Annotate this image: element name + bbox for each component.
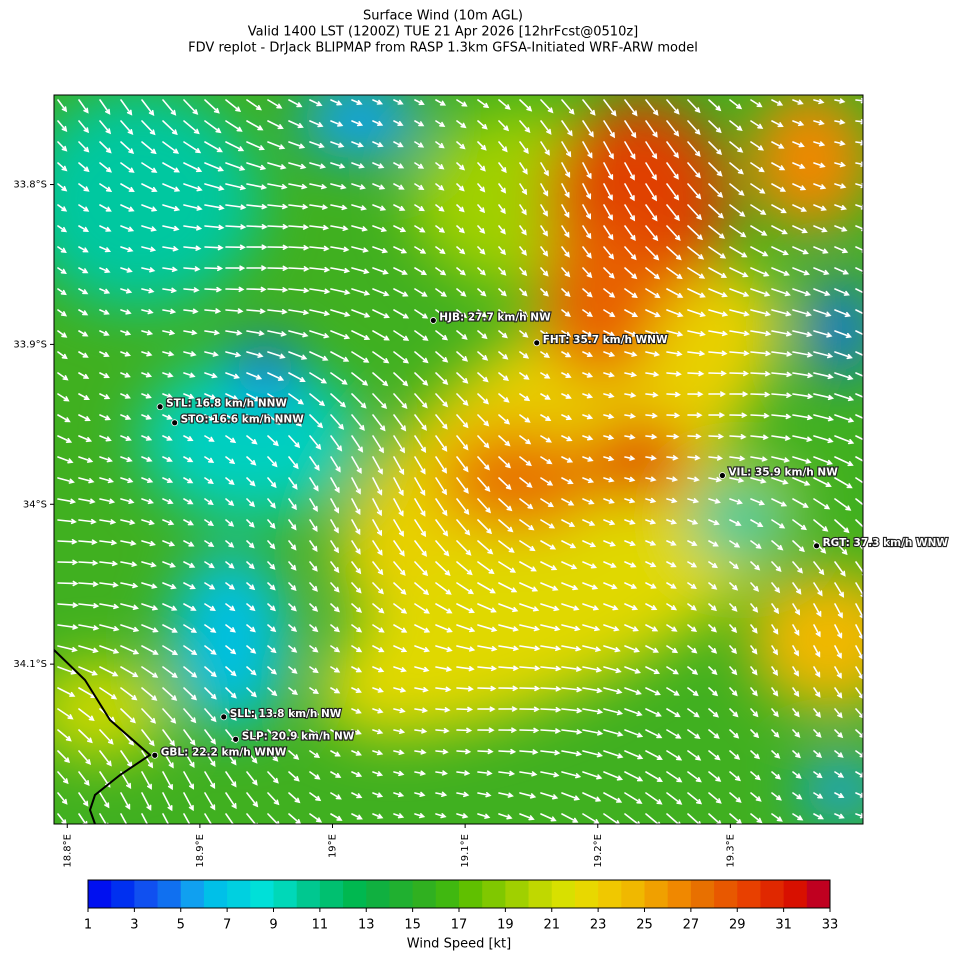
colorbar-tick-label: 23: [590, 918, 607, 933]
colorbar-tick-label: 17: [451, 918, 468, 933]
title-line: Valid 1400 LST (1200Z) TUE 21 Apr 2026 […: [248, 25, 639, 40]
station-label: FHT: 35.7 km/h WNW: [543, 334, 668, 346]
colorbar-tick-label: 19: [497, 918, 514, 933]
colorbar-swatch: [574, 880, 599, 908]
colorbar-tick-label: 11: [312, 918, 329, 933]
station-label: VIL: 35.9 km/h NW: [728, 466, 838, 478]
y-tick-label: 33.8°S: [13, 180, 47, 191]
colorbar-swatch: [296, 880, 321, 908]
arrow-field: [57, 97, 863, 824]
station: [813, 542, 820, 550]
title-line: FDV replot - DrJack BLIPMAP from RASP 1.…: [188, 41, 698, 56]
colorbar-tick-label: 7: [223, 918, 231, 933]
colorbar-tick-label: 15: [404, 918, 421, 933]
colorbar-swatch: [134, 880, 159, 908]
colorbar-swatch: [227, 880, 251, 908]
station: [533, 339, 541, 347]
colorbar-label: Wind Speed [kt]: [407, 937, 511, 952]
colorbar-swatch: [343, 880, 367, 908]
colorbar-swatch: [644, 880, 669, 908]
colorbar-swatch: [250, 880, 274, 908]
station-label: SLL: 13.8 km/h NW: [230, 708, 342, 720]
colorbar-swatch: [435, 880, 460, 908]
colorbar-swatch: [783, 880, 808, 908]
x-tick-label: 18.9°E: [195, 834, 206, 868]
y-tick-label: 34.1°S: [13, 659, 47, 670]
title-line: Surface Wind (10m AGL): [363, 9, 523, 24]
colorbar-tick-label: 33: [822, 918, 839, 933]
colorbar-swatch: [667, 880, 692, 908]
colorbar-swatch: [157, 880, 182, 908]
station-label: HJB: 27.7 km/h NW: [439, 311, 551, 323]
station: [232, 735, 240, 743]
colorbar-swatch: [690, 880, 715, 908]
colorbar-tick-label: 27: [683, 918, 700, 933]
colorbar-tick-label: 3: [130, 918, 138, 933]
x-tick-label: 19.3°E: [725, 834, 736, 868]
colorbar-swatch: [714, 880, 738, 908]
colorbar-swatch: [621, 880, 645, 908]
coastline: [54, 649, 152, 824]
colorbar-tick-label: 21: [543, 918, 560, 933]
colorbar-swatch: [806, 880, 831, 908]
colorbar-swatch: [111, 880, 135, 908]
station-label: STO: 16.6 km/h NNW: [181, 414, 305, 426]
colorbar-swatch: [319, 880, 344, 908]
colorbar: [88, 880, 831, 908]
colorbar-swatch: [737, 880, 761, 908]
station-label: STL: 16.8 km/h NNW: [166, 398, 287, 410]
y-tick-label: 33.9°S: [13, 339, 47, 350]
colorbar-swatch: [203, 880, 228, 908]
colorbar-swatch: [88, 880, 112, 908]
map-frame: [53, 94, 864, 825]
x-tick-label: 19°E: [328, 834, 339, 858]
station: [151, 751, 159, 759]
colorbar-tick-label: 1: [84, 918, 92, 933]
colorbar-swatch: [505, 880, 530, 908]
colorbar-tick-label: 31: [775, 918, 792, 933]
wind-arrows: [57, 97, 863, 824]
y-tick-label: 34°S: [23, 499, 47, 510]
colorbar-swatch: [412, 880, 437, 908]
station-label: GBL: 22.2 km/h WNW: [161, 746, 287, 758]
x-tick-label: 19.1°E: [460, 834, 471, 868]
station: [171, 419, 179, 427]
colorbar-tick-label: 5: [177, 918, 185, 933]
station: [220, 713, 228, 721]
station: [719, 472, 726, 479]
colorbar-swatch: [551, 880, 576, 908]
station-label: SLP: 20.9 km/h NW: [242, 730, 355, 742]
colorbar-swatch: [180, 880, 205, 908]
colorbar-swatch: [459, 880, 483, 908]
colorbar-swatch: [598, 880, 622, 908]
colorbar-swatch: [528, 880, 553, 908]
colorbar-swatch: [366, 880, 390, 908]
colorbar-swatch: [482, 880, 506, 908]
station-label: RGT: 37.3 km/h WNW: [823, 537, 949, 549]
colorbar-tick-label: 25: [636, 918, 653, 933]
x-tick-label: 18.8°E: [62, 834, 73, 868]
wind-field: [54, 95, 863, 824]
colorbar-swatch: [760, 880, 785, 908]
colorbar-swatch: [273, 880, 298, 908]
colorbar-swatch: [389, 880, 414, 908]
colorbar-tick-label: 29: [729, 918, 746, 933]
x-tick-label: 19.2°E: [593, 834, 604, 868]
station: [429, 317, 437, 324]
colorbar-tick-label: 13: [358, 918, 375, 933]
colorbar-tick-label: 9: [269, 918, 277, 933]
station: [156, 403, 164, 411]
